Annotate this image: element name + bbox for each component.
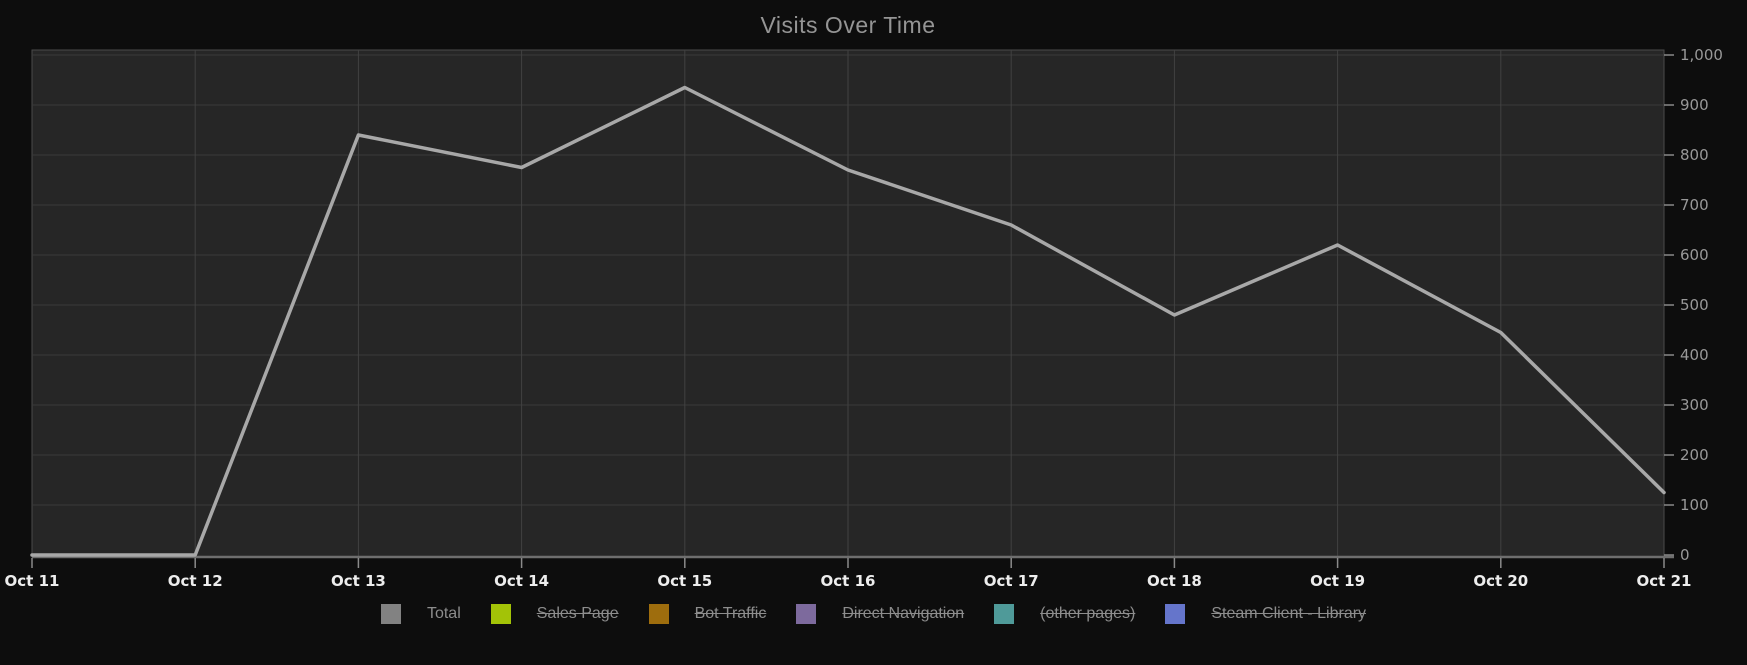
x-tick-label: Oct 20 [1473, 572, 1528, 590]
legend-item-steam-client-library[interactable]: Steam Client - Library [1165, 604, 1366, 624]
y-tick-label: 300 [1680, 396, 1709, 414]
legend-item-other-pages[interactable]: (other pages) [994, 604, 1135, 624]
legend-swatch-other-pages[interactable] [994, 604, 1015, 624]
legend-label-steam-client-library: Steam Client - Library [1211, 605, 1367, 622]
y-tick-label: 500 [1680, 296, 1709, 314]
y-tick-label: 800 [1680, 146, 1709, 164]
total-series-line [30, 85, 1666, 557]
legend-swatch-bot-traffic[interactable] [648, 604, 669, 624]
legend-label-direct-navigation: Direct Navigation [842, 605, 965, 622]
x-tick-label: Oct 17 [984, 572, 1039, 590]
legend-swatch-total[interactable] [380, 604, 401, 624]
y-tick-label: 200 [1680, 446, 1709, 464]
y-tick-label: 100 [1680, 496, 1709, 514]
chart-title: Visits Over Time [760, 12, 936, 38]
y-tick-label: 900 [1680, 96, 1709, 114]
legend-label-sales-page: Sales Page [536, 605, 619, 622]
plot-area: Oct 11 Oct 12 Oct 13 Oct 14 Oct 15 Oct 16 Oct … [5, 46, 1723, 590]
y-tick-label: 400 [1680, 346, 1709, 364]
legend-item-total[interactable]: Total [380, 604, 461, 624]
legend-swatch-steam-client-library[interactable] [1165, 604, 1186, 624]
legend-item-sales-page[interactable]: Sales Page [490, 604, 619, 624]
x-tick-label: Oct 16 [821, 572, 876, 590]
legend-item-direct-navigation[interactable]: Direct Navigation [796, 604, 964, 624]
x-tick-label: Oct 21 [1637, 572, 1692, 590]
x-tick-label: Oct 15 [657, 572, 712, 590]
y-tick-label: 700 [1680, 196, 1709, 214]
legend-swatch-sales-page[interactable] [490, 604, 511, 624]
x-tick-label: Oct 18 [1147, 572, 1202, 590]
y-tick-label: 1,000 [1680, 46, 1723, 64]
x-tick-label: Oct 19 [1310, 572, 1365, 590]
legend-item-bot-traffic[interactable]: Bot Traffic [648, 604, 767, 624]
y-tick-label: 600 [1680, 246, 1709, 264]
y-tick-label: 0 [1680, 546, 1690, 564]
x-tick-label: Oct 13 [331, 572, 386, 590]
x-tick-label: Oct 12 [168, 572, 223, 590]
legend-label-total: Total [426, 605, 461, 622]
legend-label-bot-traffic: Bot Traffic [694, 605, 767, 622]
chart-legend: Total Sales Page Bot Traffic Direct Navigat… [0, 604, 1747, 624]
legend-swatch-direct-navigation[interactable] [796, 604, 817, 624]
x-tick-label: Oct 11 [5, 572, 60, 590]
x-tick-label: Oct 14 [494, 572, 549, 590]
legend-label-other-pages: (other pages) [1040, 605, 1136, 622]
